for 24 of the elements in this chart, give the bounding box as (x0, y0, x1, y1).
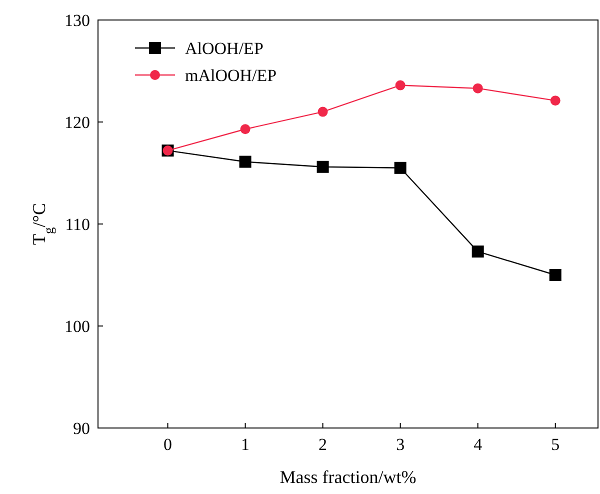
x-tick-label: 4 (474, 435, 483, 454)
y-tick-label: 90 (73, 418, 90, 438)
point (239, 156, 252, 168)
legend-label: AlOOH/EP (185, 38, 264, 58)
x-tick-label: 1 (241, 435, 250, 454)
point (550, 96, 560, 106)
y-tick-label: 130 (64, 10, 90, 30)
y-tick-label: 100 (64, 316, 90, 336)
point (472, 246, 484, 258)
point (472, 83, 483, 94)
point (240, 124, 250, 134)
point (395, 80, 406, 90)
y-tick-label: 110 (65, 214, 90, 234)
point (318, 106, 328, 117)
point (549, 269, 562, 281)
x-tick-label: 3 (396, 435, 405, 454)
y-tick-label: 120 (64, 112, 90, 132)
legend-label: mAlOOH/EP (185, 66, 277, 85)
point (394, 162, 406, 174)
x-axis-title: Mass fraction/wt% (280, 467, 416, 487)
x-tick-label: 0 (164, 435, 172, 454)
point (316, 160, 329, 173)
x-tick-label: 2 (318, 435, 328, 454)
x-tick-label: 5 (551, 435, 560, 454)
